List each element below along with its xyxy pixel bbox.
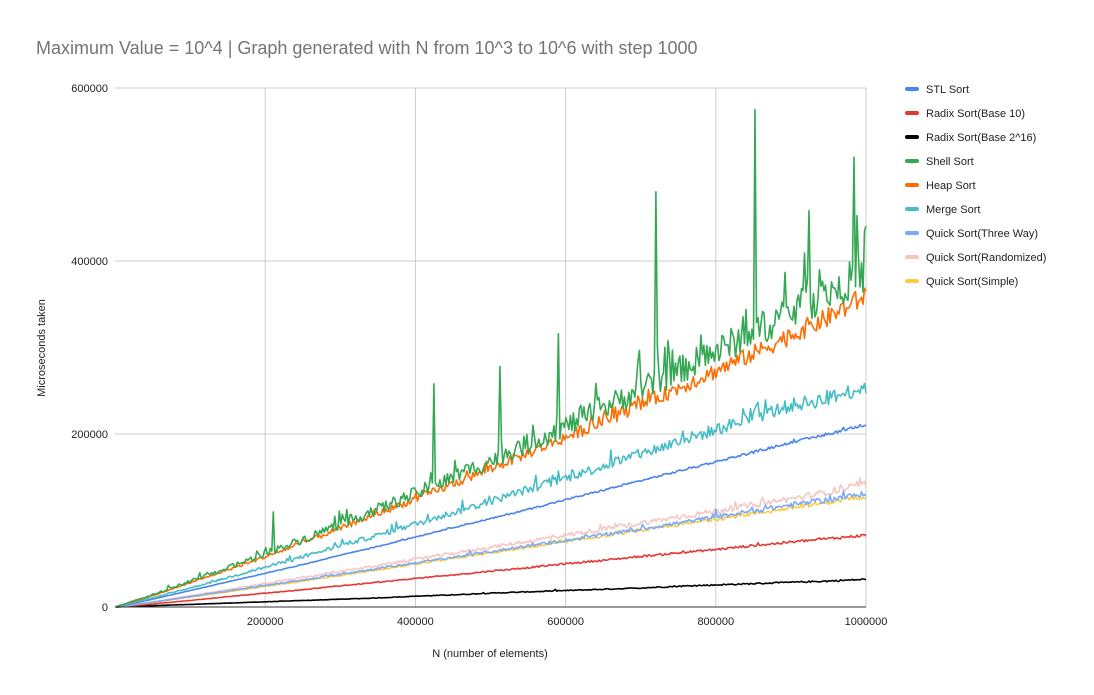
legend-swatch (905, 279, 919, 283)
y-tick-label: 0 (102, 602, 108, 614)
series-line-2 (115, 578, 867, 608)
y-tick-label: 200000 (71, 429, 108, 441)
series-line-3 (115, 108, 867, 608)
legend-swatch (905, 255, 919, 259)
legend-entry: Radix Sort(Base 2^16) (926, 132, 1036, 144)
series-lines (115, 108, 867, 608)
series-line-0 (115, 423, 867, 608)
series-line-6 (115, 490, 867, 608)
legend-entry: Shell Sort (926, 156, 974, 168)
legend-swatch (905, 207, 919, 211)
y-tick-label: 400000 (71, 256, 108, 268)
series-line-7 (115, 477, 867, 608)
legend-swatch (905, 111, 919, 115)
series-line-1 (115, 533, 867, 608)
x-tick-label: 200000 (247, 616, 284, 628)
legend-entry: Merge Sort (926, 204, 980, 216)
series-line-4 (115, 287, 867, 608)
axes: 0 200000 400000 600000 200000 400000 600000 800… (71, 83, 887, 628)
y-axis-label: Microseconds taken (36, 299, 48, 397)
x-tick-label: 1000000 (845, 616, 888, 628)
legend-swatch (905, 135, 919, 139)
legend: STL Sort Radix Sort(Base 10) Radix Sort(Ba… (905, 84, 1046, 288)
legend-swatch (905, 159, 919, 163)
x-axis-label: N (number of elements) (432, 648, 548, 660)
legend-entry: STL Sort (926, 84, 969, 96)
legend-swatch (905, 183, 919, 187)
x-tick-label: 600000 (547, 616, 584, 628)
legend-entry: Quick Sort(Simple) (926, 276, 1018, 288)
chart-title: Maximum Value = 10^4 | Graph generated w… (36, 38, 698, 58)
legend-entry: Heap Sort (926, 180, 976, 192)
y-tick-label: 600000 (71, 83, 108, 95)
legend-entry: Quick Sort(Randomized) (926, 252, 1046, 264)
legend-swatch (905, 231, 919, 235)
x-tick-label: 400000 (397, 616, 434, 628)
x-tick-label: 800000 (697, 616, 734, 628)
legend-entry: Radix Sort(Base 10) (926, 108, 1025, 120)
series-line-5 (115, 382, 867, 608)
legend-swatch (905, 87, 919, 91)
legend-entry: Quick Sort(Three Way) (926, 228, 1038, 240)
grid-lines (115, 87, 867, 607)
